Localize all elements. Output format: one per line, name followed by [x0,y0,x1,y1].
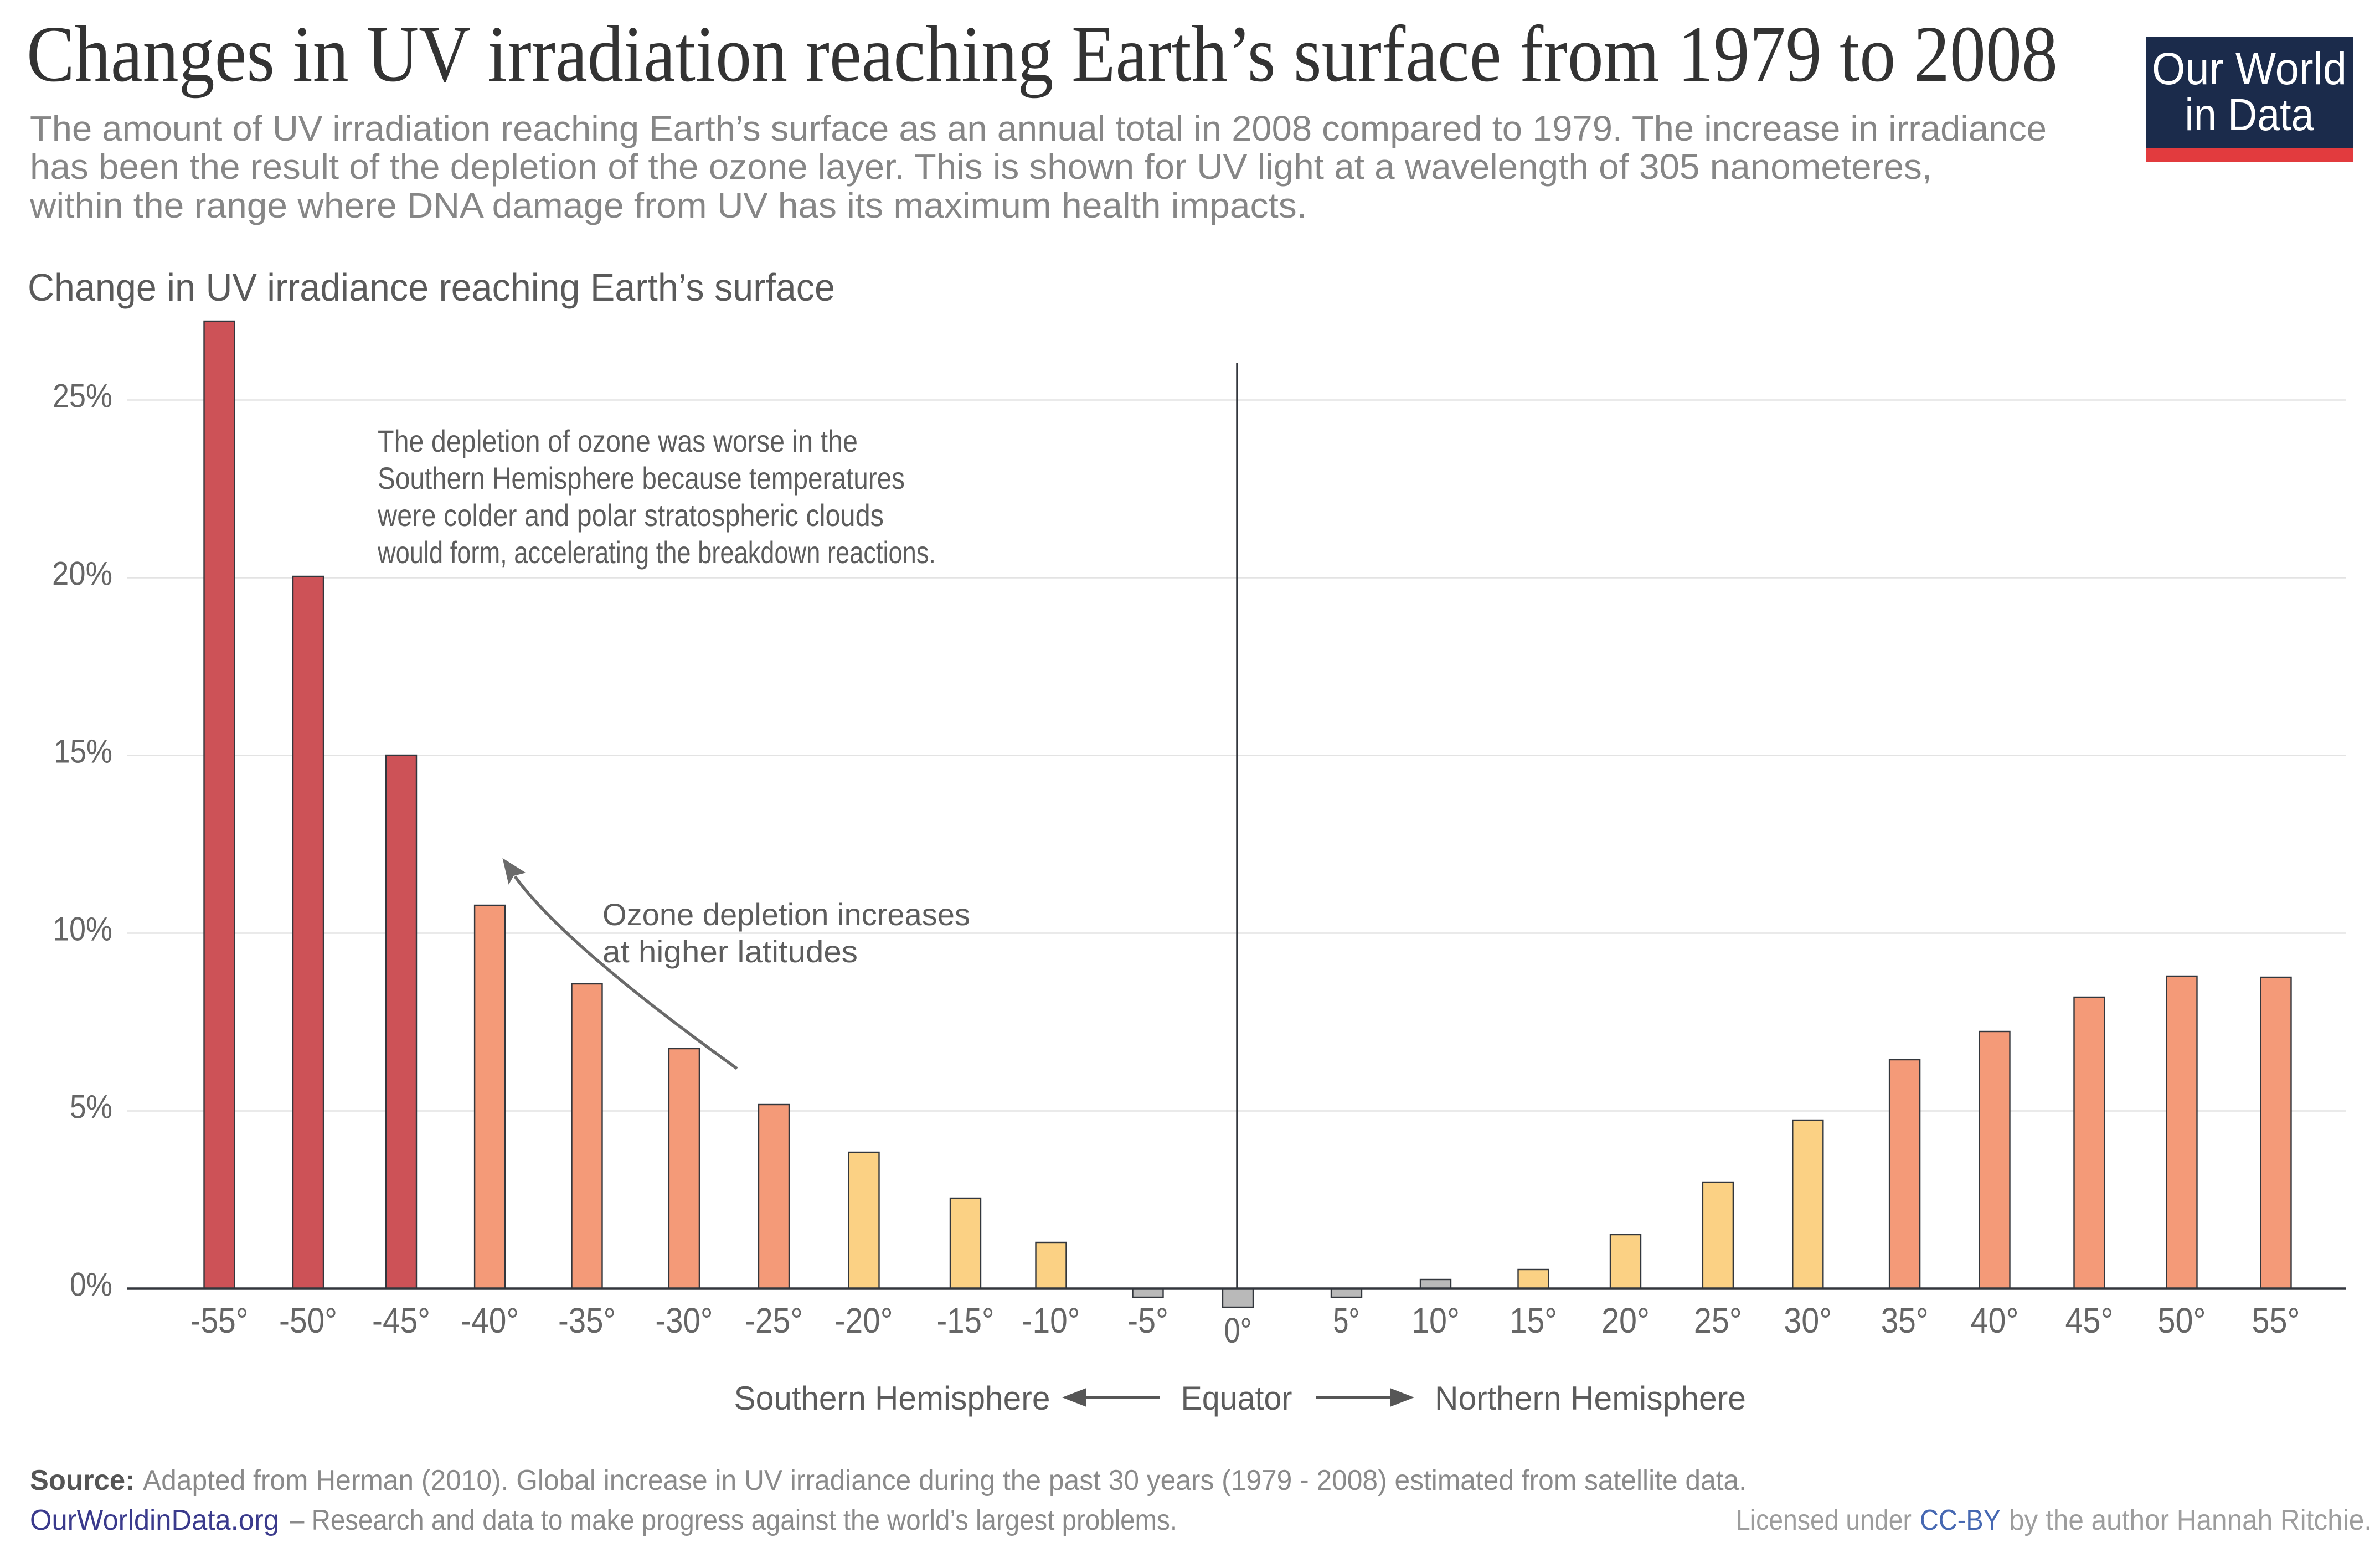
svg-text:-40°: -40° [461,1301,519,1340]
svg-text:15%: 15% [54,733,112,770]
svg-text:Licensed under: Licensed under [1736,1504,1912,1536]
svg-text:– Research and data to make p: – Research and data to make progress aga… [290,1504,1177,1536]
svg-text:50°: 50° [2158,1301,2206,1340]
svg-text:by the author Hannah Ritchie.: by the author Hannah Ritchie. [2009,1504,2372,1536]
svg-text:5°: 5° [1333,1301,1360,1340]
svg-text:Changes in UV irradiation reac: Changes in UV irradiation reaching Earth… [27,10,2058,99]
svg-text:would form, accelerating the b: would form, accelerating the breakdown r… [377,535,936,570]
svg-text:-10°: -10° [1022,1301,1080,1340]
svg-text:30°: 30° [1784,1301,1832,1340]
svg-text:Equator: Equator [1181,1380,1292,1417]
svg-text:-20°: -20° [835,1301,893,1340]
svg-text:10°: 10° [1411,1301,1460,1340]
svg-text:at higher latitudes: at higher latitudes [602,934,858,969]
svg-text:The amount of UV irradiation r: The amount of UV irradiation reaching Ea… [30,109,2047,148]
svg-text:25%: 25% [53,378,112,415]
svg-text:Southern Hemisphere: Southern Hemisphere [734,1380,1050,1417]
svg-text:were colder and polar stratosp: were colder and polar stratospheric clou… [377,498,884,533]
svg-text:CC-BY: CC-BY [1920,1504,2001,1536]
svg-text:in Data: in Data [2185,90,2314,140]
svg-text:-45°: -45° [372,1301,430,1340]
svg-text:55°: 55° [2252,1301,2300,1340]
svg-text:0%: 0% [70,1266,112,1303]
svg-text:15°: 15° [1510,1301,1557,1340]
svg-text:-50°: -50° [279,1301,337,1340]
svg-text:-25°: -25° [745,1301,803,1340]
svg-text:20°: 20° [1601,1301,1650,1340]
svg-text:0°: 0° [1224,1311,1252,1350]
svg-text:Source:: Source: [30,1464,135,1497]
svg-text:within the range where DNA dam: within the range where DNA damage from U… [29,185,1307,225]
svg-text:Adapted from Herman (2010). Gl: Adapted from Herman (2010). Global incre… [143,1464,1747,1497]
svg-text:has been the result of the dep: has been the result of the depletion of … [30,147,1932,187]
svg-text:45°: 45° [2065,1301,2114,1340]
svg-text:-5°: -5° [1127,1301,1168,1340]
svg-text:Change in UV irradiance reachi: Change in UV irradiance reaching Earth’s… [28,266,835,309]
svg-text:20%: 20% [52,555,112,592]
svg-text:Ozone depletion increases: Ozone depletion increases [602,897,970,932]
svg-text:25°: 25° [1694,1301,1742,1340]
svg-text:Southern Hemisphere because te: Southern Hemisphere because temperatures [378,461,905,496]
svg-text:35°: 35° [1881,1301,1929,1340]
svg-text:-30°: -30° [655,1301,713,1340]
svg-text:OurWorldinData.org: OurWorldinData.org [30,1504,279,1536]
svg-text:-35°: -35° [558,1301,616,1340]
svg-text:5%: 5% [70,1088,112,1126]
svg-text:The depletion of ozone was wor: The depletion of ozone was worse in the [378,424,858,458]
svg-text:-55°: -55° [190,1301,249,1340]
svg-text:-15°: -15° [937,1301,995,1340]
svg-text:10%: 10% [53,911,112,948]
svg-text:Northern Hemisphere: Northern Hemisphere [1435,1380,1746,1417]
svg-text:Our World: Our World [2152,44,2347,94]
svg-text:40°: 40° [1971,1301,2019,1340]
